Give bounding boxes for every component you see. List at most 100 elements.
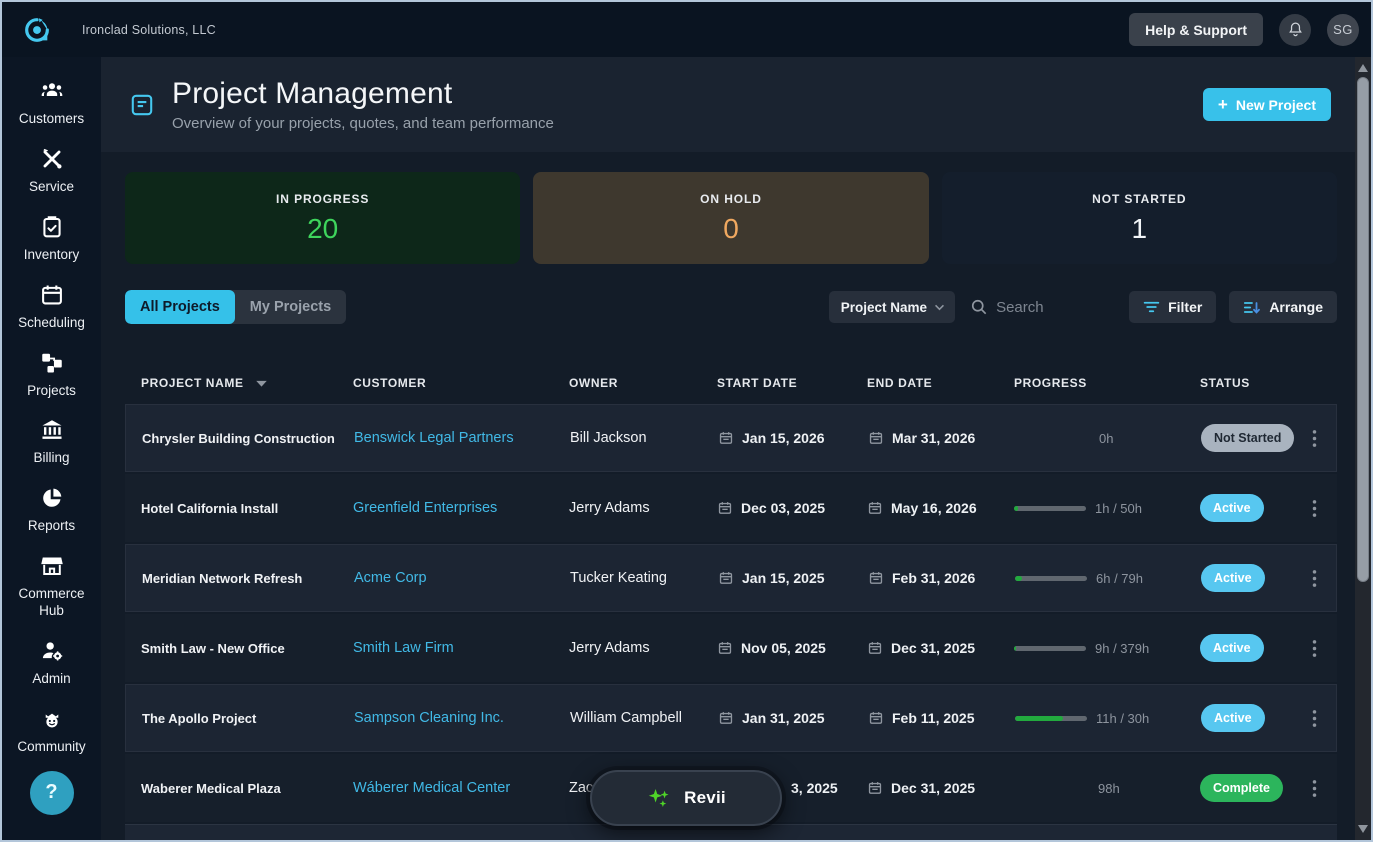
sidebar-item-scheduling[interactable]: Scheduling <box>2 273 101 341</box>
scrollbar-down-arrow[interactable] <box>1355 820 1371 838</box>
owner-cell: Jerry Adams <box>569 640 650 656</box>
table-row[interactable]: The Apollo Project Sampson Cleaning Inc. W… <box>125 684 1337 752</box>
sidebar-item-commerce-hub[interactable]: Commerce Hub <box>2 544 101 629</box>
column-header-status[interactable]: STATUS <box>1200 376 1292 390</box>
column-header-label: PROGRESS <box>1014 376 1087 390</box>
start-date-value: Jan 15, 2025 <box>742 570 825 586</box>
partial-next-row <box>125 824 1337 840</box>
filter-icon <box>1143 300 1160 314</box>
calendar-icon <box>868 710 884 726</box>
end-date-cell: Dec 31, 2025 <box>867 640 1014 656</box>
bell-icon <box>1286 20 1305 39</box>
sidebar-item-label: Scheduling <box>18 314 85 330</box>
customer-link[interactable]: Sampson Cleaning Inc. <box>354 710 504 726</box>
sidebar-item-reports[interactable]: Reports <box>2 476 101 544</box>
start-date-value: Nov 05, 2025 <box>741 640 826 656</box>
calendar-icon <box>867 640 883 656</box>
scrollbar-up-arrow[interactable] <box>1355 59 1371 77</box>
hours-value: 6h / 79h <box>1096 570 1143 586</box>
row-actions-menu-button[interactable] <box>1292 499 1337 518</box>
sidebar-item-service[interactable]: Service <box>2 137 101 205</box>
stat-card-on-hold: ON HOLD 0 <box>533 172 929 264</box>
sidebar-item-admin[interactable]: Admin <box>2 629 101 697</box>
column-header-progress[interactable]: PROGRESS <box>1014 376 1200 390</box>
calendar-icon <box>718 430 734 446</box>
status-cell: Complete <box>1200 774 1292 802</box>
sidebar-item-inventory[interactable]: Inventory <box>2 205 101 273</box>
filter-button[interactable]: Filter <box>1129 291 1217 323</box>
row-actions-menu-button[interactable] <box>1292 779 1337 798</box>
sidebar-help-button[interactable]: ? <box>29 770 74 815</box>
arrange-button[interactable]: Arrange <box>1229 291 1337 323</box>
status-badge: Complete <box>1200 774 1283 802</box>
start-date-value: Dec 03, 2025 <box>741 500 826 516</box>
app-logo-icon <box>22 15 52 45</box>
chevron-down-icon <box>934 304 945 311</box>
page-header-text: Project Management Overview of your proj… <box>172 77 554 132</box>
scrollbar-thumb[interactable] <box>1357 77 1369 582</box>
column-header-label: OWNER <box>569 376 618 390</box>
table-row[interactable]: Hotel California Install Greenfield Enter… <box>125 474 1337 542</box>
column-header-end-date[interactable]: END DATE <box>867 376 1014 390</box>
notifications-button[interactable] <box>1279 13 1311 46</box>
calendar-icon <box>867 500 883 516</box>
status-cell: Not Started <box>1201 424 1295 452</box>
customer-link[interactable]: Acme Corp <box>354 570 427 586</box>
page-content: IN PROGRESS 20 ON HOLD 0 NOT STARTED 1 All Pr… <box>101 152 1355 840</box>
calendar-icon <box>718 710 734 726</box>
sidebar-item-community[interactable]: Community <box>2 697 101 765</box>
customer-cell: Wáberer Medical Center <box>353 779 569 797</box>
tab-my-projects[interactable]: My Projects <box>235 290 346 324</box>
customer-link[interactable]: Wáberer Medical Center <box>353 780 511 796</box>
user-avatar[interactable]: SG <box>1327 13 1359 46</box>
kebab-icon <box>1312 499 1317 518</box>
column-header-project-name[interactable]: PROJECT NAME <box>141 376 353 390</box>
table-row[interactable]: Chrysler Building Construction Benswick L… <box>125 404 1337 472</box>
revii-assistant-button[interactable]: Revii <box>590 770 782 826</box>
owner-cell: Jerry Adams <box>569 500 650 516</box>
column-header-start-date[interactable]: START DATE <box>717 376 867 390</box>
row-actions-menu-button[interactable] <box>1293 569 1336 588</box>
end-date-value: Feb 11, 2025 <box>892 710 975 726</box>
sidebar-item-label: Commerce Hub <box>18 586 85 618</box>
revii-label: Revii <box>684 788 726 807</box>
row-actions-menu-button[interactable] <box>1292 639 1337 658</box>
status-badge: Not Started <box>1201 424 1295 452</box>
end-date-value: Mar 31, 2026 <box>892 430 976 446</box>
kebab-icon <box>1312 709 1317 728</box>
column-header-customer[interactable]: CUSTOMER <box>353 376 569 390</box>
search-input[interactable] <box>996 298 1077 316</box>
company-name: Ironclad Solutions, LLC <box>82 22 216 37</box>
kebab-icon <box>1312 639 1317 658</box>
help-support-button[interactable]: Help & Support <box>1129 13 1263 46</box>
column-header-owner[interactable]: OWNER <box>569 376 717 390</box>
progress-bar <box>1014 505 1086 511</box>
sort-dropdown[interactable]: Project Name <box>828 291 956 323</box>
progress-bar-fill <box>1014 645 1017 651</box>
project-name-cell: Waberer Medical Plaza <box>141 780 281 796</box>
customer-link[interactable]: Benswick Legal Partners <box>354 430 514 446</box>
row-actions-menu-button[interactable] <box>1293 429 1336 448</box>
table-row[interactable]: Smith Law - New Office Smith Law Firm Jerr… <box>125 614 1337 682</box>
customer-cell: Benswick Legal Partners <box>354 429 570 447</box>
customer-cell: Smith Law Firm <box>353 639 569 657</box>
progress-bar-fill <box>1015 575 1023 581</box>
community-icon <box>39 706 65 732</box>
new-project-button[interactable]: + New Project <box>1202 88 1331 121</box>
sidebar-item-customers[interactable]: Customers <box>2 69 101 137</box>
sidebar-item-label: Admin <box>32 670 71 686</box>
tab-all-projects[interactable]: All Projects <box>125 290 235 324</box>
column-header-label: CUSTOMER <box>353 376 427 390</box>
start-date-cell: Jan 15, 2025 <box>718 570 868 586</box>
sidebar-item-projects[interactable]: Projects <box>2 341 101 409</box>
progress-bar-fill <box>1015 715 1064 721</box>
customer-link[interactable]: Greenfield Enterprises <box>353 500 498 516</box>
customer-link[interactable]: Smith Law Firm <box>353 640 454 656</box>
row-actions-menu-button[interactable] <box>1293 709 1336 728</box>
end-date-cell: May 16, 2026 <box>867 500 1014 516</box>
page-title: Project Management <box>172 77 453 111</box>
sidebar-item-billing[interactable]: Billing <box>2 408 101 476</box>
new-project-label: New Project <box>1235 96 1316 113</box>
table-row[interactable]: Meridian Network Refresh Acme Corp Tucker … <box>125 544 1337 612</box>
hours-value: 1h / 50h <box>1095 500 1142 516</box>
